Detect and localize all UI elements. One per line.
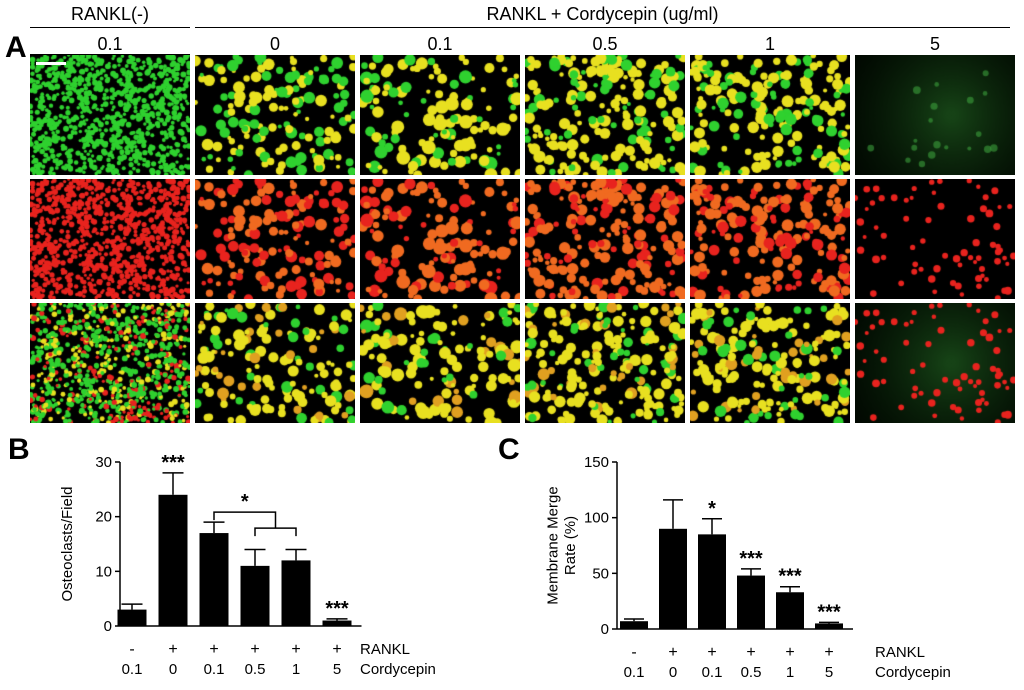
chart-membrane-merge: 0 50 100 150 Membrane MergeRate (%) - 0.1 +0 * +0… xyxy=(545,454,951,681)
row-label-cordycepin: Cordycepin xyxy=(875,664,951,681)
comparison-bracket xyxy=(213,511,277,529)
bar xyxy=(199,533,229,626)
significance-label: *** xyxy=(161,452,185,474)
micrograph-green xyxy=(690,55,850,175)
micrograph-red xyxy=(360,179,520,299)
comparison-subbracket xyxy=(254,527,297,537)
micrograph-red xyxy=(525,179,685,299)
column-label: 0.1 xyxy=(97,34,123,54)
bar xyxy=(659,528,687,629)
rankl-sign: + xyxy=(824,644,833,661)
y-tick-label: 0 xyxy=(601,621,609,638)
bar xyxy=(158,494,188,626)
column-label: 0 xyxy=(269,34,280,54)
rankl-sign: - xyxy=(129,641,134,658)
micrograph-merge xyxy=(855,303,1015,423)
significance-label: *** xyxy=(325,598,349,620)
row-label-rankl: RANKL xyxy=(360,641,410,658)
significance-label: *** xyxy=(739,548,763,570)
y-axis-label: Membrane MergeRate (%) xyxy=(545,486,579,604)
y-axis-label: Osteoclasts/Field xyxy=(59,486,76,601)
micrograph-merge xyxy=(690,303,850,423)
bar xyxy=(281,560,311,626)
column-label: 5 xyxy=(929,34,940,54)
scale-bar xyxy=(36,62,66,65)
micrograph-green xyxy=(360,55,520,175)
header-rankl-cordycepin-rule xyxy=(195,27,1010,28)
y-tick-label: 20 xyxy=(95,509,112,526)
y-tick-label: 100 xyxy=(584,510,609,527)
rankl-sign: + xyxy=(209,641,218,658)
bar xyxy=(698,534,726,629)
cordycepin-dose: 0 xyxy=(169,661,177,678)
rankl-sign: + xyxy=(291,641,300,658)
cordycepin-dose: 5 xyxy=(825,664,833,681)
column-label: 1 xyxy=(764,34,775,54)
cordycepin-dose: 0 xyxy=(669,664,677,681)
micrograph-red xyxy=(30,179,190,299)
significance-label: * xyxy=(708,498,716,520)
rankl-sign: + xyxy=(707,644,716,661)
micrograph-red xyxy=(195,179,355,299)
significance-label: *** xyxy=(817,601,841,623)
micrograph-green xyxy=(195,55,355,175)
rankl-sign: + xyxy=(746,644,755,661)
cordycepin-dose: 0.1 xyxy=(122,661,143,678)
cordycepin-dose: 5 xyxy=(333,661,341,678)
bar xyxy=(776,592,804,629)
y-tick-label: 50 xyxy=(592,565,609,582)
micrograph-merge xyxy=(360,303,520,423)
header-rankl-cordycepin: RANKL + Cordycepin (ug/ml) xyxy=(486,4,719,24)
cordycepin-dose: 0.5 xyxy=(245,661,266,678)
row-label-cordycepin: Cordycepin xyxy=(360,661,436,678)
significance-label: *** xyxy=(778,566,802,588)
header-rankl-negative-rule xyxy=(30,27,190,28)
cordycepin-dose: 1 xyxy=(786,664,794,681)
row-label-rankl: RANKL xyxy=(875,644,925,661)
rankl-sign: + xyxy=(168,641,177,658)
micrograph-red xyxy=(690,179,850,299)
bar xyxy=(322,620,352,626)
panel-label-a: A xyxy=(5,31,27,64)
column-rule xyxy=(30,54,190,55)
rankl-sign: + xyxy=(785,644,794,661)
cordycepin-dose: 0.1 xyxy=(624,664,645,681)
bar xyxy=(815,623,843,629)
panel-label-c: C xyxy=(498,433,520,466)
rankl-sign: + xyxy=(668,644,677,661)
bar xyxy=(240,565,270,626)
column-label: 0.5 xyxy=(592,34,618,54)
cordycepin-dose: 0.5 xyxy=(741,664,762,681)
y-tick-label: 0 xyxy=(104,618,112,635)
micrograph-merge xyxy=(525,303,685,423)
column-label: 0.1 xyxy=(427,34,453,54)
rankl-sign: - xyxy=(631,644,636,661)
bar xyxy=(737,575,765,629)
micrograph-merge xyxy=(195,303,355,423)
y-tick-label: 150 xyxy=(584,454,609,471)
bar xyxy=(620,621,648,629)
y-tick-label: 30 xyxy=(95,454,112,471)
rankl-sign: + xyxy=(332,641,341,658)
chart-osteoclasts: 0 10 20 30 Osteoclasts/Field - 0.1 *** +0 +0.1 +0.… xyxy=(59,452,436,678)
rankl-sign: + xyxy=(250,641,259,658)
panel-label-b: B xyxy=(8,433,30,466)
micrograph-green xyxy=(855,55,1015,175)
y-tick-label: 10 xyxy=(95,563,112,580)
header-rankl-negative: RANKL(-) xyxy=(70,4,149,24)
micrograph-green xyxy=(525,55,685,175)
comparison-label: * xyxy=(241,491,249,513)
micrograph-green xyxy=(30,55,190,175)
cordycepin-dose: 0.1 xyxy=(204,661,225,678)
bar xyxy=(117,609,147,626)
micrograph-merge xyxy=(30,303,190,423)
micrograph-red xyxy=(855,179,1015,299)
cordycepin-dose: 0.1 xyxy=(702,664,723,681)
cordycepin-dose: 1 xyxy=(292,661,300,678)
